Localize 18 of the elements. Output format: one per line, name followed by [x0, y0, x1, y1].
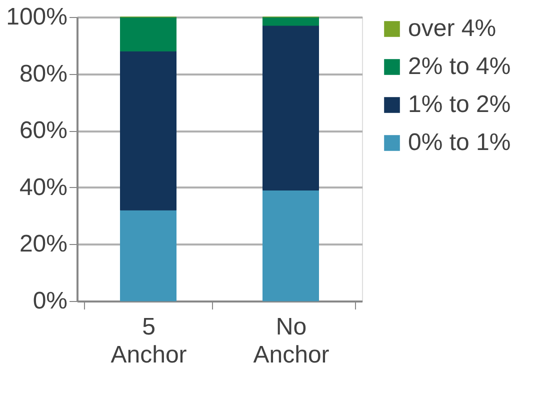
bar: [120, 210, 176, 302]
x-tick-label: No Anchor: [253, 314, 330, 368]
legend-label: 2% to 4%: [408, 53, 511, 80]
bar: [120, 16, 176, 52]
y-tick-label: 100%: [6, 4, 68, 30]
bar: [120, 50, 176, 210]
y-tick-label: 0%: [32, 288, 68, 314]
bar: [262, 16, 319, 26]
x-tick-label: 5 Anchor: [110, 314, 187, 368]
bar: [262, 190, 319, 302]
y-tick-label: 80%: [19, 60, 68, 88]
legend-label: 0% to 1%: [408, 129, 511, 156]
y-tick-label: 40%: [19, 174, 68, 201]
y-tick-label: 20%: [19, 230, 68, 258]
legend-label: 1% to 2%: [408, 91, 511, 118]
bar: [262, 25, 319, 190]
y-tick-label: 60%: [19, 117, 68, 144]
legend-label: over 4%: [408, 15, 496, 42]
